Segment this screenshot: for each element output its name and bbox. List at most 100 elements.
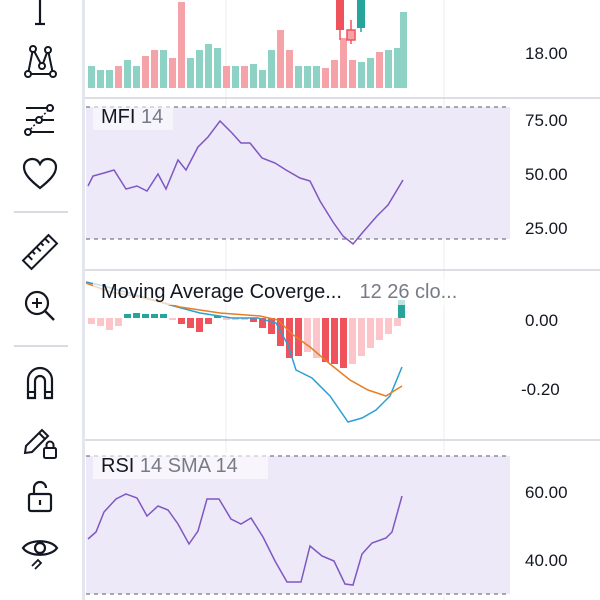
unlock-icon: [27, 480, 53, 513]
macd-legend-params: 12 26 clo...: [359, 281, 458, 303]
vertical-line-icon: [35, 0, 45, 26]
macd-hist-bar: [187, 318, 194, 328]
macd-hist-bar: [385, 318, 392, 334]
rsi-legend-name: RSI: [101, 455, 135, 477]
volume-bar: [160, 50, 167, 88]
volume-bar: [367, 58, 374, 88]
macd-hist-bar: [88, 318, 95, 324]
macd-hist-bar: [331, 318, 338, 364]
rsi-axis-label: 40.00: [525, 551, 568, 570]
magnet-tool[interactable]: [14, 362, 66, 406]
toolbar-separator: [14, 345, 68, 347]
macd-legend-name: Moving Average Coverge...: [101, 281, 342, 303]
macd-hist-bar: [133, 313, 140, 318]
candle: [346, 29, 356, 41]
volume-bar: [187, 58, 194, 88]
drawing-toolbar: [0, 0, 82, 600]
vertical-line-tool[interactable]: [14, 0, 66, 32]
volume-bar: [178, 2, 185, 88]
zoom-in-icon: [24, 290, 55, 321]
volume-bar: [88, 66, 95, 88]
favorites-tool[interactable]: [14, 152, 66, 196]
volume-bar: [376, 52, 383, 88]
macd-hist-bar: [268, 318, 275, 334]
zoom-in-tool[interactable]: [14, 284, 66, 328]
volume-bar: [250, 64, 257, 88]
magnet-icon: [26, 366, 54, 400]
chart-canvas[interactable]: [85, 0, 600, 600]
volume-bar: [196, 50, 203, 88]
volume-bar: [97, 70, 104, 88]
volume-bar: [349, 60, 356, 88]
volume-bar: [268, 50, 275, 88]
mfi-axis-label: 25.00: [525, 219, 568, 238]
lock-drawings-icon: [23, 428, 57, 459]
rsi-legend[interactable]: RSI 14 SMA 14: [101, 455, 238, 478]
macd-hist-bar: [169, 318, 176, 320]
macd-legend[interactable]: Moving Average Coverge... 12 26 clo...: [101, 281, 457, 304]
macd-hist-bar: [124, 314, 131, 318]
volume-bar: [286, 50, 293, 88]
lock-drawings-tool[interactable]: [14, 418, 66, 462]
macd-hist-bar: [151, 314, 158, 318]
volume-bar: [124, 60, 131, 88]
chart-area[interactable]: MFI 14 Moving Average Coverge... 12 26 c…: [85, 0, 600, 600]
volume-bar: [223, 66, 230, 88]
macd-hist-bar: [313, 318, 320, 358]
pattern-icon: [24, 45, 57, 78]
macd-hist-bar: [115, 318, 122, 326]
macd-hist-bar: [178, 318, 185, 324]
macd-hist-bar: [160, 314, 167, 318]
macd-hist-bar: [142, 314, 149, 318]
volume-bar: [295, 66, 302, 88]
volume-bar: [232, 66, 239, 88]
favorites-heart-icon: [22, 157, 58, 190]
volume-bar: [142, 56, 149, 88]
volume-bar: [259, 70, 266, 88]
macd-hist-bar: [295, 318, 302, 356]
pattern-tool[interactable]: [14, 40, 66, 84]
macd-hist-bar: [398, 300, 405, 318]
macd-hist-bar: [322, 318, 329, 362]
macd-hist-bar: [232, 318, 239, 320]
fib-retracement-icon: [24, 104, 54, 136]
macd-histogram: [88, 300, 405, 368]
candle: [357, 0, 365, 28]
volume-bar: [133, 66, 140, 88]
volume-bar: [400, 12, 407, 88]
toolbar-divider: [82, 0, 85, 600]
unlock-tool[interactable]: [14, 474, 66, 518]
hide-drawings-tool[interactable]: [14, 528, 66, 572]
macd-hist-bar: [205, 318, 212, 324]
macd-hist-bar: [250, 318, 257, 322]
volume-bar: [106, 70, 113, 88]
mfi-legend[interactable]: MFI 14: [101, 106, 163, 129]
macd-hist-bar: [304, 318, 311, 352]
volume-bar: [241, 66, 248, 88]
candles: [336, 0, 365, 44]
rsi-axis-label: 60.00: [525, 483, 568, 502]
candle: [336, 0, 344, 30]
ruler-icon: [21, 233, 59, 271]
macd-hist-bar: [97, 318, 104, 326]
mfi-legend-params: 14: [141, 106, 164, 128]
macd-hist-bar: [196, 318, 203, 332]
macd-axis-label: -0.20: [521, 380, 560, 399]
rsi-line: [87, 493, 403, 586]
macd-axis-label: 0.00: [525, 311, 559, 330]
volume-bar: [385, 50, 392, 88]
mfi-legend-name: MFI: [101, 106, 136, 128]
volume-bar: [151, 50, 158, 88]
ruler-tool[interactable]: [14, 230, 66, 274]
volume-bar: [322, 68, 329, 88]
volume-bar: [214, 48, 221, 88]
macd-hist-bar: [340, 318, 347, 368]
volume-bar: [394, 48, 401, 88]
toolbar-separator: [14, 211, 68, 213]
volume-bars: [88, 2, 407, 88]
fib-retracement-tool[interactable]: [14, 98, 66, 142]
volume-bar: [115, 66, 122, 88]
volume-bar: [358, 62, 365, 88]
price-axis-label: 18.00: [525, 44, 568, 63]
rsi-legend-params: 14 SMA 14: [139, 455, 238, 477]
